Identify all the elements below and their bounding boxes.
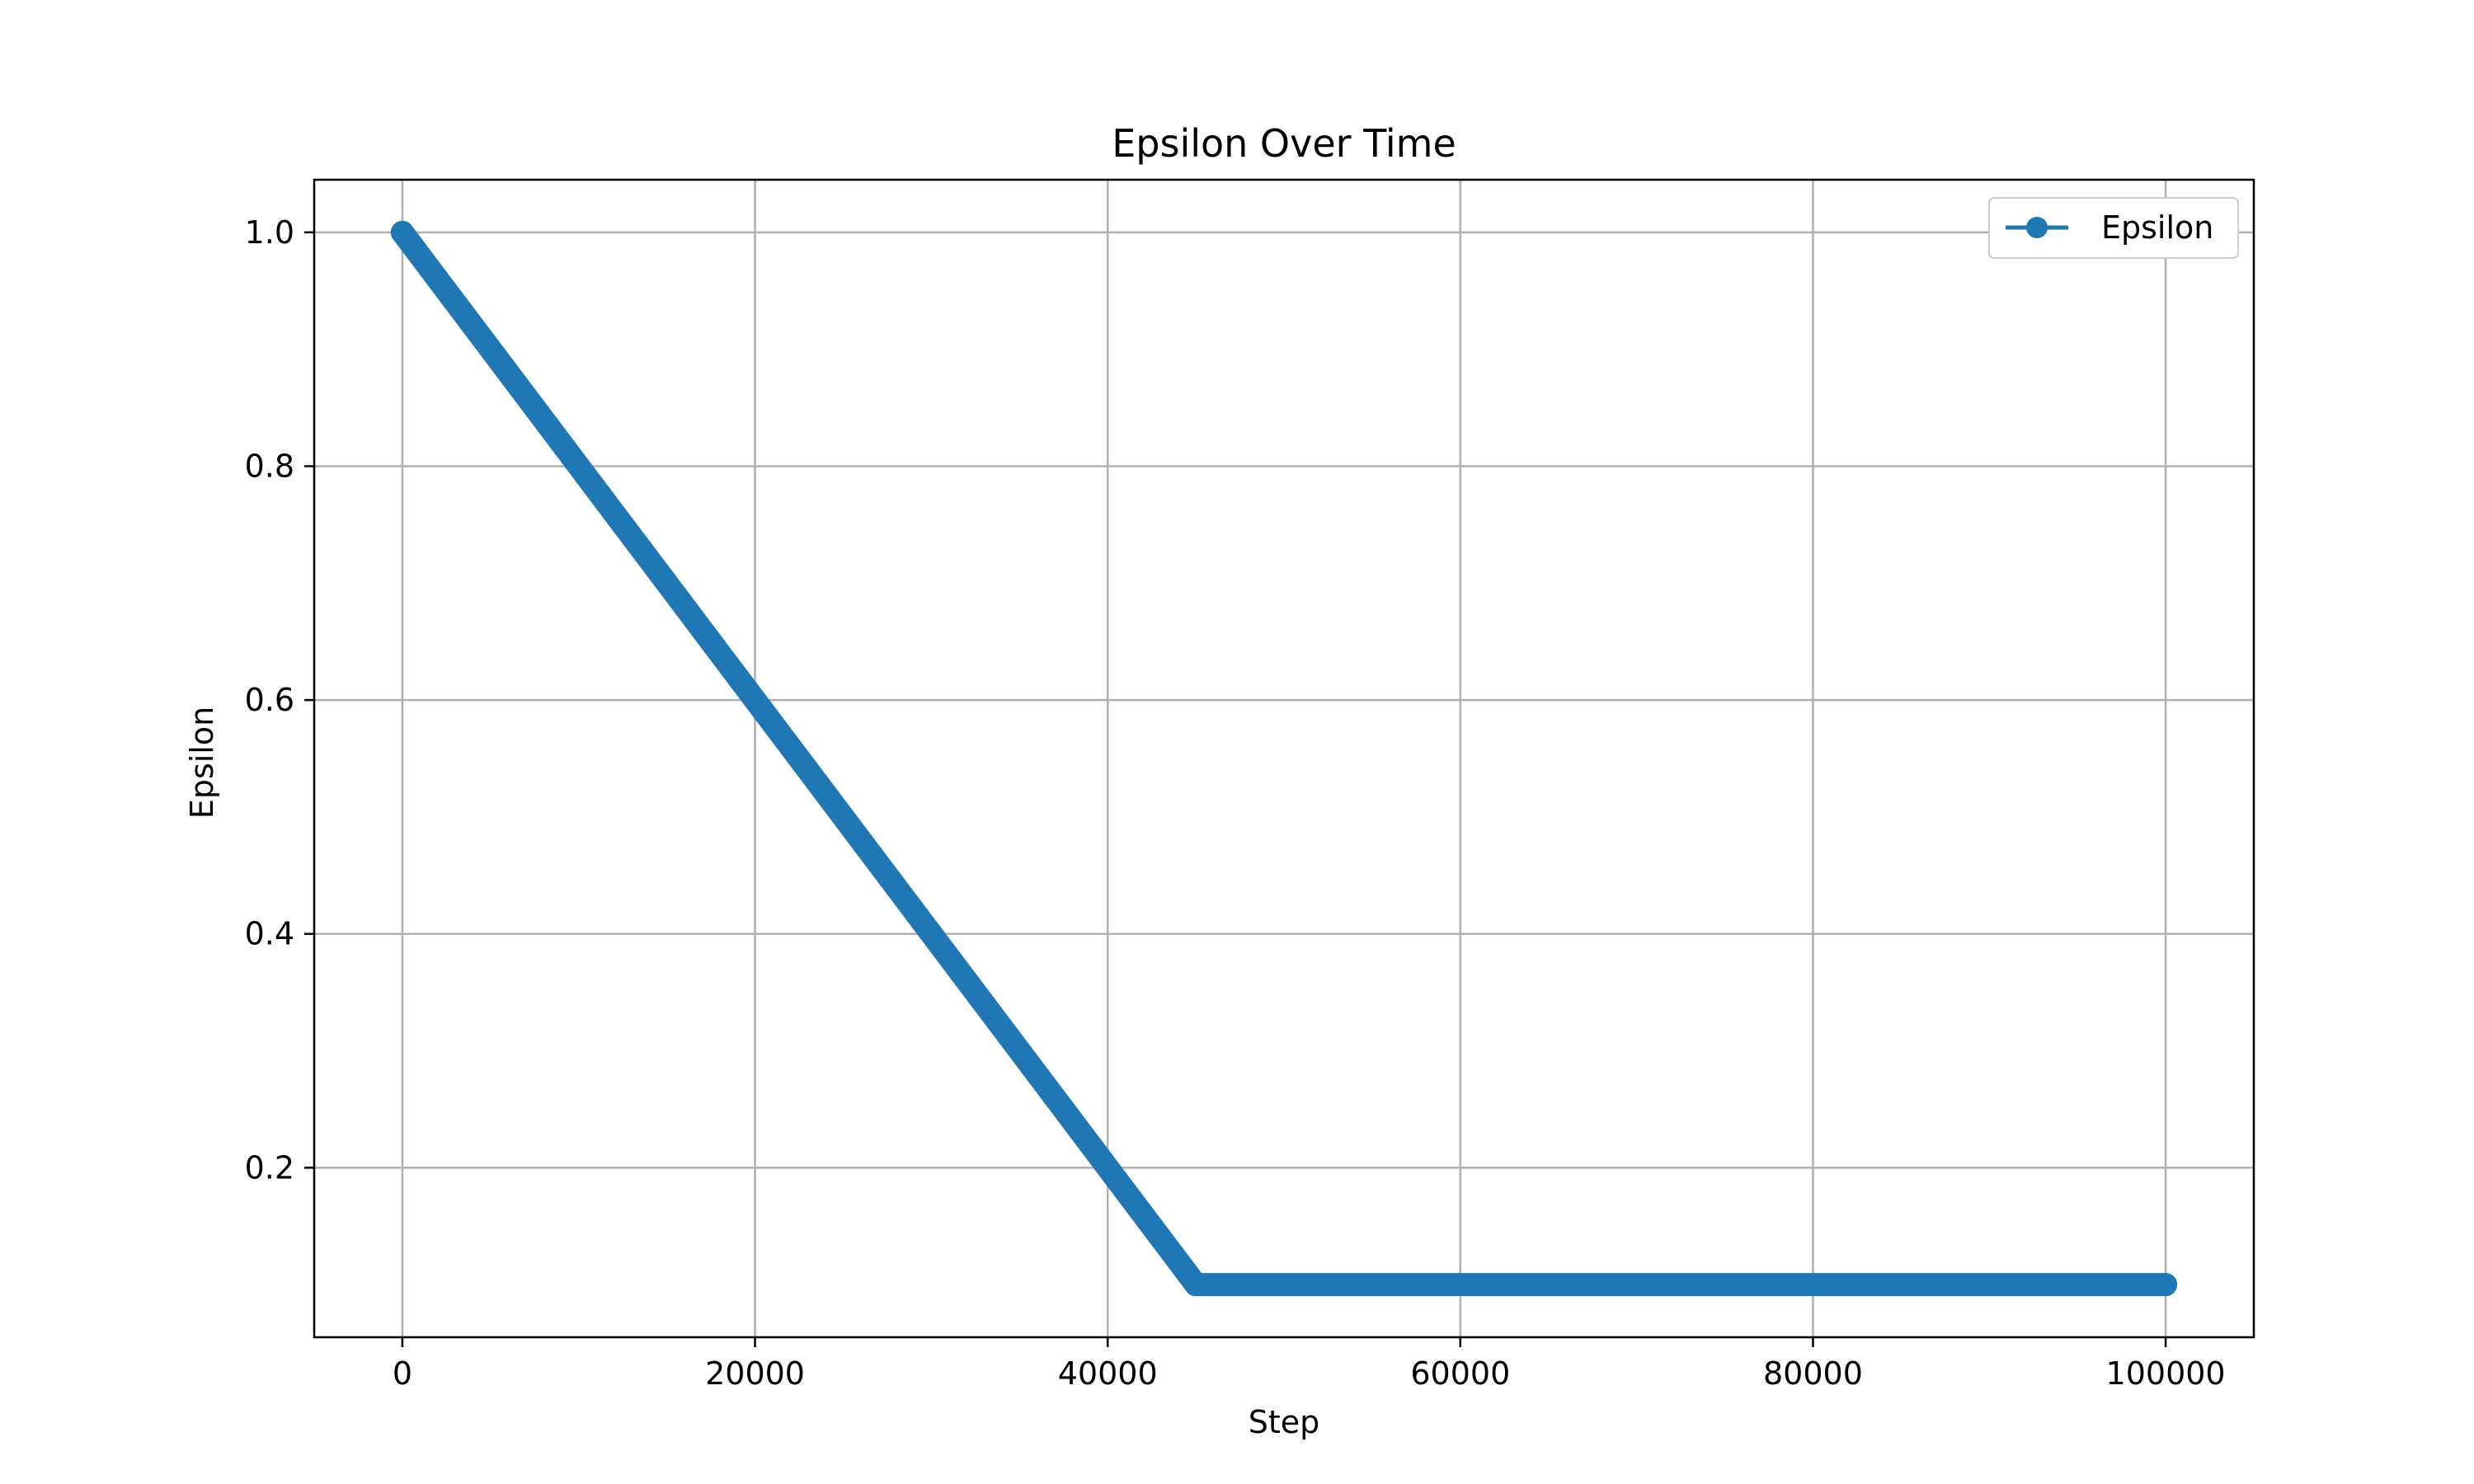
y-tick-label: 0.2	[245, 1149, 294, 1186]
x-axis-label: Step	[1249, 1404, 1320, 1440]
legend-box	[1988, 197, 2239, 259]
x-tick-label: 80000	[1763, 1355, 1863, 1392]
x-tick-label: 60000	[1410, 1355, 1510, 1392]
x-tick-label: 100000	[2106, 1355, 2226, 1392]
plot-area	[390, 220, 2178, 1297]
data-point	[1184, 1273, 1208, 1297]
y-tick-label: 0.8	[245, 448, 294, 484]
legend: Epsilon	[1988, 197, 2239, 259]
x-tick-label: 0	[393, 1355, 412, 1392]
y-tick-label: 0.4	[245, 916, 294, 952]
y-axis-label: Epsilon	[184, 707, 220, 819]
data-point	[390, 220, 414, 244]
y-tick-label: 1.0	[245, 214, 294, 251]
x-tick-label: 40000	[1058, 1355, 1158, 1392]
grid	[314, 180, 2254, 1337]
legend-label-epsilon: Epsilon	[2101, 209, 2213, 246]
y-tick-label: 0.6	[245, 682, 294, 718]
axes-frame	[313, 178, 2255, 1339]
data-point	[2154, 1273, 2178, 1297]
axis-ticks: 0 20000 40000 60000 80000 100000 0.2 0.4 0.6 0.8 1…	[245, 214, 2226, 1392]
chart-title: Epsilon Over Time	[1112, 121, 1456, 166]
x-tick-label: 20000	[705, 1355, 805, 1392]
legend-marker	[2026, 217, 2048, 238]
